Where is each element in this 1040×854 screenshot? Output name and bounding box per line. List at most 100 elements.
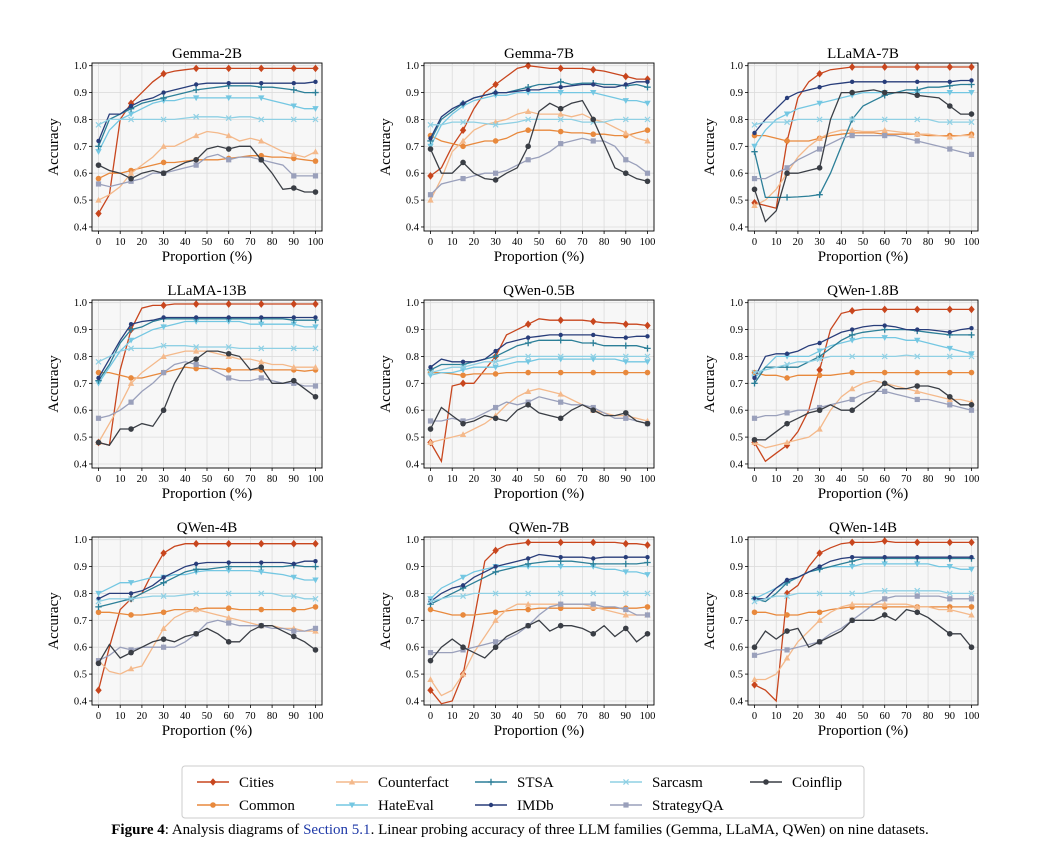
data-point [258,375,264,381]
data-point [193,315,199,320]
data-point [644,178,651,185]
data-point [525,606,531,613]
data-point [192,132,200,139]
data-point [558,554,563,560]
series-strategyqa [427,137,651,198]
data-point [557,105,564,112]
data-point [946,538,953,547]
data-point [427,649,434,656]
data-point [622,116,629,123]
data-point [128,116,135,123]
tick-label-x: 10 [447,711,458,722]
data-point [644,345,651,352]
data-point [947,554,952,560]
x-axis-label: Proportion (%) [818,723,908,739]
caption-section-link[interactable]: Section 5.1 [303,822,371,838]
data-point [160,625,167,631]
tick-label-x: 40 [180,474,191,485]
subplot-qwen-1-8b: 0.4 0.5 0.6 0.7 0.8 0.9 1.0 0 10 20 30 40 50 60 70 80 90… [702,283,979,502]
data-point [290,606,297,613]
tick-label-x: 30 [490,474,501,485]
tick-label-x: 50 [534,711,545,722]
tick-label-x: 0 [96,711,101,722]
data-point [96,138,101,144]
tick-label-x: 30 [814,711,825,722]
series-line [98,116,316,126]
series-line [429,81,648,139]
data-point [968,151,975,157]
data-point [644,590,651,597]
series-imdb [96,315,318,381]
tick-label-x: 100 [640,474,656,485]
data-point [947,596,953,602]
tick-label-y: 0.9 [74,88,87,99]
tick-label-x: 20 [137,474,148,485]
tick-label-x: 50 [858,474,869,485]
data-point [226,560,231,565]
tick-label-y: 0.9 [74,325,87,336]
data-point [95,143,102,150]
data-point [460,119,467,126]
series-line [98,564,316,608]
data-point [751,415,758,421]
tick-label-x: 100 [964,474,980,485]
tick-label-x: 20 [793,237,804,248]
tick-label-y: 0.9 [406,325,419,336]
data-point [644,559,651,566]
data-point [193,344,200,351]
series-line [97,320,316,384]
data-point [882,132,888,139]
data-point [312,383,319,389]
data-point [914,369,921,376]
tick-label-x: 10 [447,237,458,248]
data-point [968,596,975,602]
series-line [754,540,972,703]
tick-label-x: 60 [879,474,890,485]
tick-label-x: 50 [202,237,213,248]
data-point [312,604,319,610]
legend-item-hateeval: HateEval [336,798,434,814]
data-point [160,407,167,414]
data-point [914,538,921,547]
series-strategyqa [751,132,975,182]
data-point [459,670,467,677]
data-point [816,549,823,557]
data-point [258,358,265,365]
legend-marker [210,802,216,808]
series-line [430,355,648,374]
data-point [312,64,319,73]
tick-label-x: 70 [245,474,256,485]
data-point [225,590,232,597]
series-line [430,606,648,616]
data-point [258,622,265,629]
data-point [493,348,498,354]
tick-label-y: 0.6 [406,406,419,417]
data-point [290,539,297,548]
series-line [430,334,648,368]
tick-label-x: 30 [158,474,169,485]
data-point [784,420,790,427]
data-point [881,353,888,360]
tick-label-x: 70 [901,237,912,248]
data-point [881,305,888,314]
data-point [492,371,499,377]
data-point [623,335,628,340]
tick-label-x: 50 [858,711,869,722]
data-point [492,80,499,89]
tick-label-x: 40 [512,711,523,722]
data-point [492,590,499,597]
data-point [290,64,297,73]
series-line [753,324,972,379]
tick-label-x: 90 [945,711,956,722]
x-axis-label: Proportion (%) [818,486,908,502]
data-point [459,379,467,388]
series-line [97,81,316,142]
data-point [258,300,265,308]
data-point [591,82,596,87]
series-line [97,316,316,379]
data-point [525,556,531,561]
series-coinflip [751,89,975,223]
data-point [460,612,466,618]
data-point [968,402,975,408]
series-sarcasm [427,590,651,605]
